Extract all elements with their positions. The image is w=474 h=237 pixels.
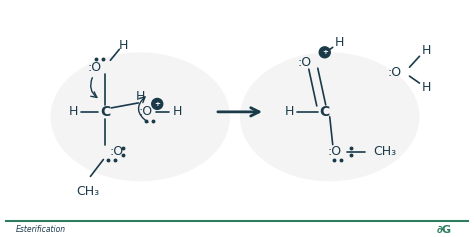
Text: ∂G: ∂G (437, 225, 452, 235)
Text: H: H (422, 81, 431, 94)
Circle shape (319, 47, 330, 58)
Text: H: H (422, 44, 431, 57)
Text: :O: :O (138, 105, 152, 118)
Text: +: + (155, 101, 160, 107)
Text: H: H (69, 105, 78, 118)
Text: +: + (322, 49, 328, 55)
Text: :O: :O (387, 66, 401, 79)
Text: H: H (118, 39, 128, 52)
Ellipse shape (240, 52, 419, 181)
Text: CH₃: CH₃ (76, 185, 99, 198)
Text: :O: :O (298, 56, 312, 69)
Text: H: H (136, 91, 145, 104)
Text: :O: :O (109, 145, 124, 158)
Text: H: H (335, 36, 345, 49)
Text: C: C (319, 105, 330, 119)
Ellipse shape (51, 52, 230, 181)
Text: H: H (285, 105, 294, 118)
Text: Esterification: Esterification (16, 225, 66, 234)
Text: :O: :O (328, 145, 342, 158)
Text: CH₃: CH₃ (373, 145, 396, 158)
Circle shape (152, 98, 163, 109)
Text: H: H (173, 105, 182, 118)
Text: :O: :O (87, 61, 101, 74)
Text: C: C (100, 105, 110, 119)
